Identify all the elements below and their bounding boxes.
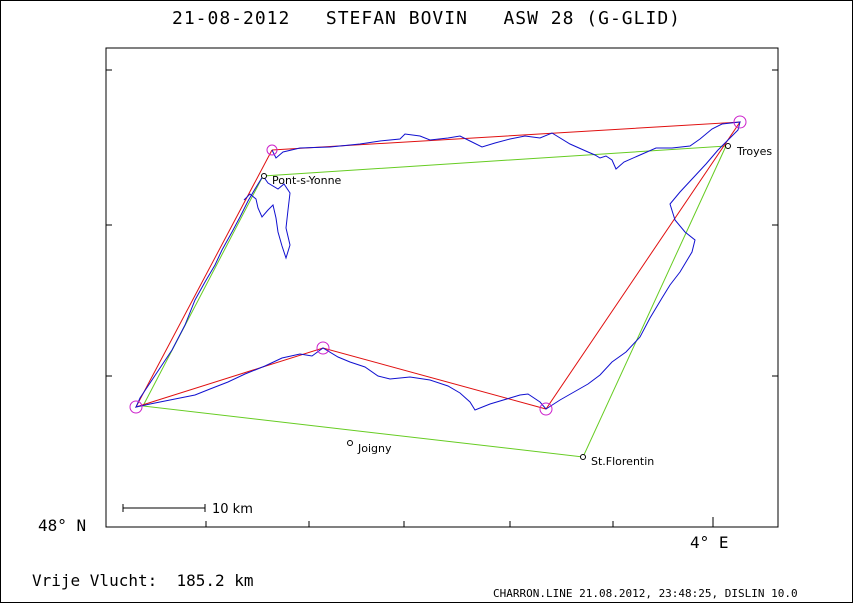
distance-value: 185.2 km [176,571,254,590]
town-label-joigny: Joigny [357,442,392,455]
distance-result: Vrije Vlucht: 185.2 km [32,571,254,590]
flown-task-line [142,145,727,458]
scale-bar [122,504,206,512]
turnpoint-marker [129,400,143,414]
glider-type: ASW 28 (G-GLID) [503,8,681,29]
declared-task-line [134,121,741,410]
pilot-name: STEFAN BOVIN [325,8,468,29]
town-marker-troyes [725,143,731,149]
distance-label: Vrije Vlucht: [32,571,158,590]
town-markers [261,143,731,460]
town-label-troyes: Troyes [736,145,772,158]
latitude-label: 48° N [38,516,87,535]
plot-box [105,47,779,528]
town-marker-pont-s-yonne [261,173,267,179]
axis-ticks [106,69,778,527]
turnpoint-marker [316,341,330,355]
footer-info: CHARRON.LINE 21.08.2012, 23:48:25, DISLI… [493,587,798,600]
flight-track [135,121,741,411]
scale-bar-label: 10 km [212,502,253,517]
turnpoint-marker [733,115,747,129]
town-label-st-florentin: St.Florentin [591,455,654,468]
flight-title: 21-08-2012 STEFAN BOVIN ASW 28 (G-GLID) [0,8,853,29]
town-label-pont-s-yonne: Pont-s-Yonne [272,174,342,187]
town-marker-joigny [347,440,353,446]
turnpoints [129,115,747,416]
turnpoint-marker [266,144,278,156]
turnpoint-marker [539,402,553,416]
flight-date: 21-08-2012 [171,8,291,29]
longitude-label: 4° E [690,533,729,552]
town-marker-st-florentin [580,454,586,460]
